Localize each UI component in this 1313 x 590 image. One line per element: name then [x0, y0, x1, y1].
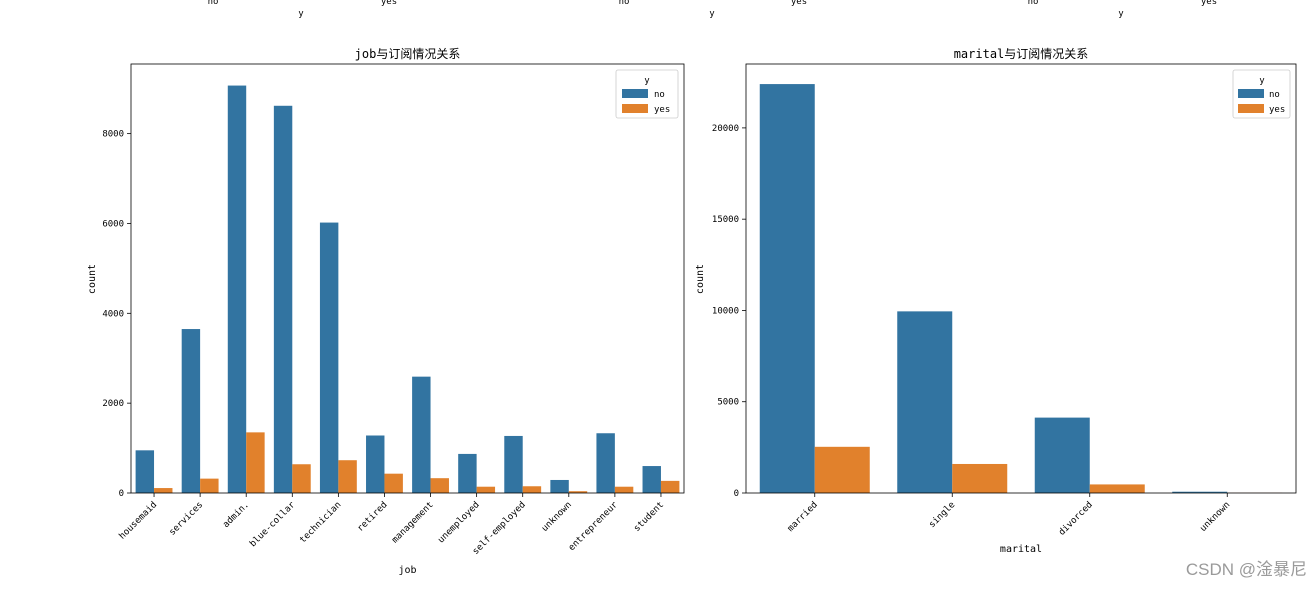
y-tick-label: 10000	[712, 306, 739, 316]
bar-no-retired	[366, 436, 384, 494]
bar-no-single	[897, 311, 952, 493]
bar-yes-entrepreneur	[615, 487, 633, 493]
top-strip-label: y	[709, 9, 715, 19]
legend-swatch-yes	[622, 104, 648, 113]
job-chart-ylabel: count	[87, 264, 98, 294]
top-strip-label: no	[1028, 0, 1039, 7]
bar-yes-blue-collar	[292, 464, 310, 493]
legend-title: y	[1259, 76, 1265, 86]
job-chart-legend: y no yes	[616, 70, 678, 118]
x-tick-label: entrepreneur	[567, 500, 620, 553]
top-strip-label: y	[298, 9, 304, 19]
marital-chart-frame	[746, 64, 1296, 493]
y-tick-label: 6000	[102, 219, 124, 229]
legend-swatch-yes	[1238, 104, 1264, 113]
top-strip: no y yes no y yes no y yes	[208, 0, 1218, 19]
bar-yes-services	[200, 479, 218, 493]
bar-yes-self-employed	[523, 486, 541, 493]
marital-chart-legend: y no yes	[1233, 70, 1290, 118]
top-strip-label: yes	[791, 0, 807, 7]
marital-chart-bars	[760, 84, 1283, 493]
job-chart-title: job与订阅情况关系	[355, 47, 461, 61]
x-tick-label: single	[927, 500, 957, 530]
y-tick-label: 5000	[717, 398, 739, 408]
x-tick-label: unknown	[540, 500, 574, 534]
marital-chart-y-axis: 0 5000 10000 15000 20000	[712, 124, 746, 499]
x-tick-label: services	[168, 500, 206, 538]
y-tick-label: 2000	[102, 399, 124, 409]
job-chart-frame	[131, 64, 684, 493]
bar-yes-admin	[246, 432, 264, 493]
y-tick-label: 15000	[712, 215, 739, 225]
x-tick-label: student	[632, 500, 666, 534]
bar-no-divorced	[1035, 418, 1090, 493]
bar-no-housemaid	[136, 450, 154, 493]
bar-yes-student	[661, 481, 679, 493]
bar-no-management	[412, 377, 430, 493]
bar-no-unknown	[550, 480, 568, 493]
legend-label-yes: yes	[1269, 105, 1285, 115]
bar-no-admin	[228, 86, 246, 493]
bar-yes-management	[431, 478, 449, 493]
bar-no-married	[760, 84, 815, 493]
x-tick-label: retired	[356, 500, 390, 534]
x-tick-label: housemaid	[118, 500, 160, 542]
job-chart-xlabel: job	[398, 565, 416, 576]
x-tick-label: admin.	[221, 500, 251, 530]
legend-label-no: no	[1269, 90, 1280, 100]
y-tick-label: 0	[119, 489, 124, 499]
top-strip-label: no	[619, 0, 630, 7]
bar-yes-housemaid	[154, 488, 172, 493]
bar-yes-divorced	[1090, 484, 1145, 493]
legend-label-yes: yes	[654, 105, 670, 115]
x-tick-label: unemployed	[436, 500, 481, 545]
x-tick-label: blue-collar	[248, 500, 298, 550]
x-tick-label: management	[390, 500, 435, 545]
watermark: CSDN @淦暴尼	[1186, 555, 1307, 580]
bar-yes-technician	[338, 460, 356, 493]
job-chart-y-axis: 0 2000 4000 6000 8000	[102, 130, 131, 499]
top-strip-label: yes	[1201, 0, 1217, 7]
y-tick-label: 4000	[102, 309, 124, 319]
x-tick-label: technician	[298, 500, 343, 545]
top-strip-label: y	[1118, 9, 1124, 19]
marital-chart-ylabel: count	[695, 264, 706, 294]
legend-swatch-no	[1238, 89, 1264, 98]
x-tick-label: unknown	[1198, 500, 1232, 534]
bar-no-entrepreneur	[596, 433, 614, 493]
y-tick-label: 0	[734, 489, 739, 499]
x-tick-label: divorced	[1057, 500, 1095, 538]
bar-no-self-employed	[504, 436, 522, 493]
bar-no-technician	[320, 223, 338, 493]
marital-chart-xlabel: marital	[1000, 544, 1042, 555]
y-tick-label: 20000	[712, 124, 739, 134]
marital-chart: marital与订阅情况关系 0 5000 10000 15000 20000 marr…	[695, 47, 1296, 555]
bar-no-services	[182, 329, 200, 493]
legend-title: y	[644, 76, 650, 86]
bar-no-student	[643, 466, 661, 493]
marital-chart-title: marital与订阅情况关系	[954, 47, 1089, 61]
job-chart-bars	[136, 86, 680, 493]
bar-yes-retired	[384, 474, 402, 493]
bar-no-unemployed	[458, 454, 476, 493]
legend-label-no: no	[654, 90, 665, 100]
bar-yes-married	[815, 447, 870, 493]
marital-chart-x-axis: married single divorced unknown	[786, 493, 1232, 538]
x-tick-label: married	[786, 500, 820, 534]
y-tick-label: 8000	[102, 130, 124, 140]
legend-swatch-no	[622, 89, 648, 98]
bar-yes-single	[952, 464, 1007, 493]
top-strip-label: yes	[381, 0, 397, 7]
bar-yes-unemployed	[477, 487, 495, 493]
bar-no-blue-collar	[274, 106, 292, 493]
top-strip-label: no	[208, 0, 219, 7]
